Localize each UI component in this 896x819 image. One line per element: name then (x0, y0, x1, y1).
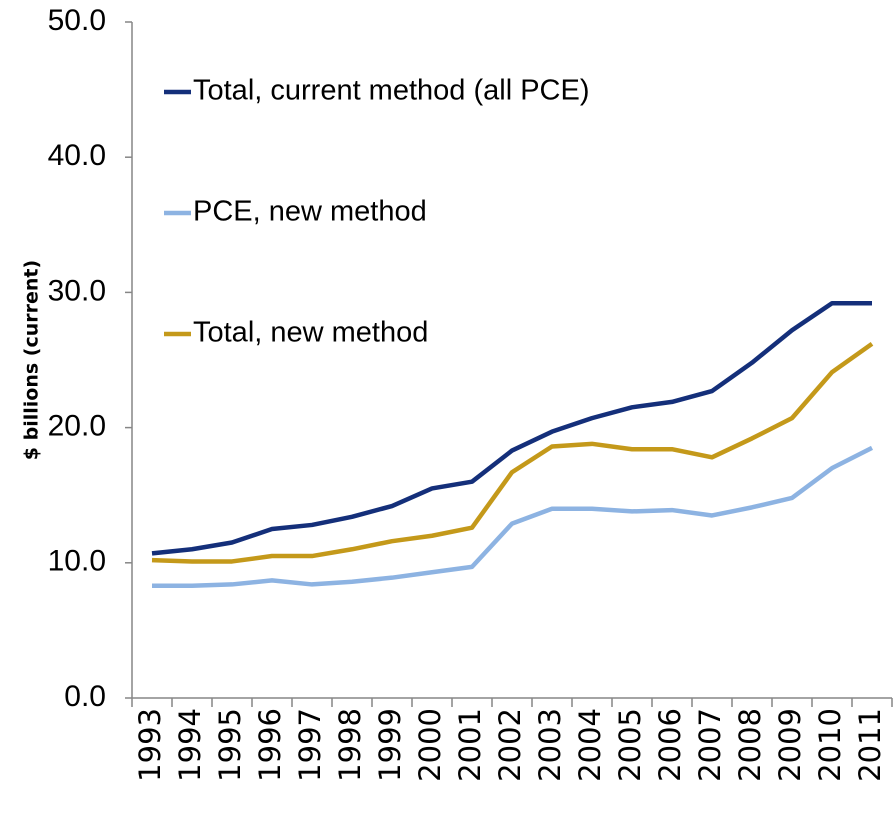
legend-label: Total, current method (all PCE) (193, 75, 589, 107)
x-tick-label: 2005 (613, 708, 647, 782)
x-tick-label: 2010 (813, 708, 847, 782)
y-tick-label: 0.0 (64, 680, 106, 713)
x-tick-label: 1996 (253, 708, 287, 782)
x-tick-label: 2004 (573, 708, 607, 782)
x-tick-label: 2011 (853, 708, 887, 782)
x-tick-label: 2003 (533, 708, 567, 782)
x-tick-label: 2001 (453, 708, 487, 782)
series-line (152, 445, 874, 589)
y-axis-label: $ billions (current) (21, 260, 43, 460)
x-tick-label: 2009 (773, 708, 807, 782)
y-tick-label: 50.0 (48, 4, 106, 37)
x-tick-label: 1999 (373, 708, 407, 782)
x-tick-label: 2007 (693, 708, 727, 782)
y-tick-label: 40.0 (48, 139, 106, 172)
x-tick-label: 2008 (733, 708, 767, 782)
series-line (151, 341, 874, 564)
x-tick-label: 1993 (133, 708, 167, 782)
x-tick-label: 1997 (293, 708, 327, 782)
y-tick-label: 10.0 (48, 545, 106, 578)
series-line (151, 300, 872, 556)
x-tick-label: 1994 (173, 708, 207, 782)
x-tick-label: 1995 (213, 708, 247, 782)
x-tick-label: 2006 (653, 708, 687, 782)
x-tick-label: 1998 (333, 708, 367, 782)
x-tick-label: 2000 (413, 708, 447, 782)
legend-label: Total, new method (193, 317, 428, 349)
y-tick-label: 20.0 (48, 410, 106, 443)
x-tick-label: 2002 (493, 708, 527, 782)
legend-label: PCE, new method (193, 196, 427, 228)
y-tick-label: 30.0 (48, 274, 106, 307)
